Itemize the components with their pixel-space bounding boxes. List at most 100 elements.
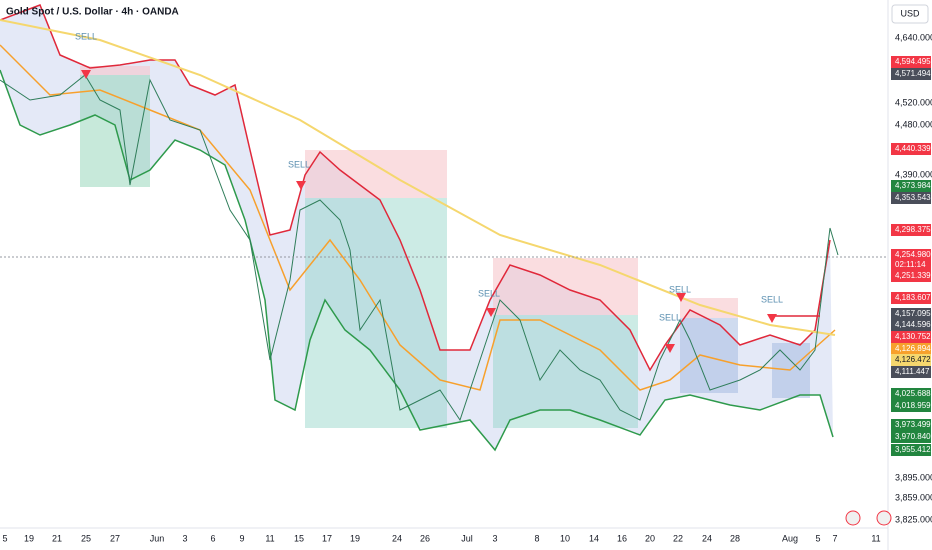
price-badge [891, 343, 931, 355]
time-label: 26 [420, 533, 430, 543]
price-badge-label: 4,298.375 [895, 225, 931, 234]
price-badge [891, 270, 931, 282]
plot [0, 4, 888, 452]
price-badge [891, 56, 931, 68]
price-badge-label: 4,353.543 [895, 193, 931, 202]
reward-zone [772, 343, 810, 398]
sell-label: SELL [761, 294, 783, 304]
long-moving-average [0, 19, 836, 336]
sell-label: SELL [478, 288, 500, 298]
reward-zone [680, 318, 738, 393]
price-badge-label: 3,973.499 [895, 420, 931, 429]
time-label: 5 [2, 533, 7, 543]
time-label: 28 [730, 533, 740, 543]
sell-marker [81, 70, 91, 79]
time-label: Jun [150, 533, 165, 543]
price-badge [891, 400, 931, 412]
price-badge-label: 4,251.339 [895, 271, 931, 280]
time-label: 24 [392, 533, 402, 543]
time-label: Jul [461, 533, 473, 543]
price-badge-label: 4,571.494 [895, 69, 931, 78]
risk-zone [305, 150, 447, 198]
sell-label: SELL [659, 312, 681, 322]
time-label: 6 [210, 533, 215, 543]
time-label: 24 [702, 533, 712, 543]
time-label: 21 [52, 533, 62, 543]
currency[interactable]: USD [900, 8, 920, 18]
price-badge-label: 4,254.980 [895, 250, 931, 259]
price-badge [891, 292, 931, 304]
time-label: 15 [294, 533, 304, 543]
price-badge [891, 68, 931, 80]
time-label: 11 [265, 533, 274, 543]
price-badge [891, 259, 931, 271]
reward-zone [305, 198, 447, 428]
price-badge [891, 331, 931, 343]
price-badge [891, 319, 931, 331]
sell-label: SELL [669, 284, 691, 294]
price-badge-label: 4,144.596 [895, 320, 931, 329]
time-label: 25 [81, 533, 91, 543]
price-badge-label: 4,594.495 [895, 57, 931, 66]
price-badge-label: 3,955.412 [895, 445, 931, 454]
price-badge-label: 4,157.095 [895, 309, 931, 318]
price-label: 4,390.000 [895, 169, 932, 179]
time-label: 3 [492, 533, 497, 543]
price-badge [891, 444, 931, 456]
price-badge-label: 4,025.688 [895, 389, 931, 398]
moving-average [0, 44, 836, 391]
time-label: 27 [110, 533, 120, 543]
price-badge-label: 3,970.840 [895, 432, 931, 441]
price-badge-label: 4,111.447 [895, 367, 930, 376]
time-label: 10 [560, 533, 570, 543]
price-label: 3,859.000 [895, 492, 932, 502]
sell-markers [81, 70, 777, 353]
reward-zone [493, 315, 638, 428]
price-badge [891, 192, 931, 204]
price-badge [891, 388, 931, 400]
price-badge-label: 4,126.894 [895, 344, 931, 353]
price-label: 4,480.000 [895, 119, 932, 129]
time-label: 20 [645, 533, 655, 543]
event-icon[interactable] [845, 510, 861, 526]
time-label: 19 [350, 533, 360, 543]
price-badge-label: 4,373.984 [895, 181, 931, 190]
price-label: 4,520.000 [895, 97, 932, 107]
time-label: 17 [322, 533, 332, 543]
price-badge [891, 366, 931, 378]
price-badge-label: 4,018.959 [895, 401, 931, 410]
time-label: 5 [815, 533, 820, 543]
price-badge [891, 419, 931, 431]
risk-zone [80, 66, 150, 75]
price-label: 3,895.000 [895, 472, 932, 482]
currency-button[interactable] [891, 4, 929, 24]
sell-marker [676, 293, 686, 302]
time-label: 19 [24, 533, 34, 543]
upper-band [0, 4, 831, 372]
chart-title: Gold Spot / U.S. Dollar · 4h · OANDA [6, 7, 179, 18]
price-badge-label: 4,130.752 [895, 332, 931, 341]
time-label: 11 [871, 533, 880, 543]
price-path [0, 74, 839, 422]
price-badge [891, 180, 931, 192]
price-badge [891, 143, 931, 155]
sell-label: SELL [288, 159, 310, 169]
event-icon[interactable] [876, 510, 892, 526]
price-label: 4,640.000 [895, 32, 932, 42]
price-label: 3,825.000 [895, 514, 932, 524]
sell-marker [486, 308, 496, 317]
band-fill [0, 5, 833, 450]
sell-label: SELL [75, 31, 97, 41]
time-label: 3 [182, 533, 187, 543]
price-badge [891, 224, 931, 236]
time-label: 9 [239, 533, 244, 543]
sell-marker [296, 181, 306, 190]
time-label: 14 [589, 533, 599, 543]
lower-band [0, 69, 834, 452]
price-badge-label: 02:11:14 [895, 260, 926, 269]
time-label: 16 [617, 533, 627, 543]
time-label: 7 [832, 533, 837, 543]
reward-zone [80, 75, 150, 187]
price-badge [891, 354, 931, 366]
